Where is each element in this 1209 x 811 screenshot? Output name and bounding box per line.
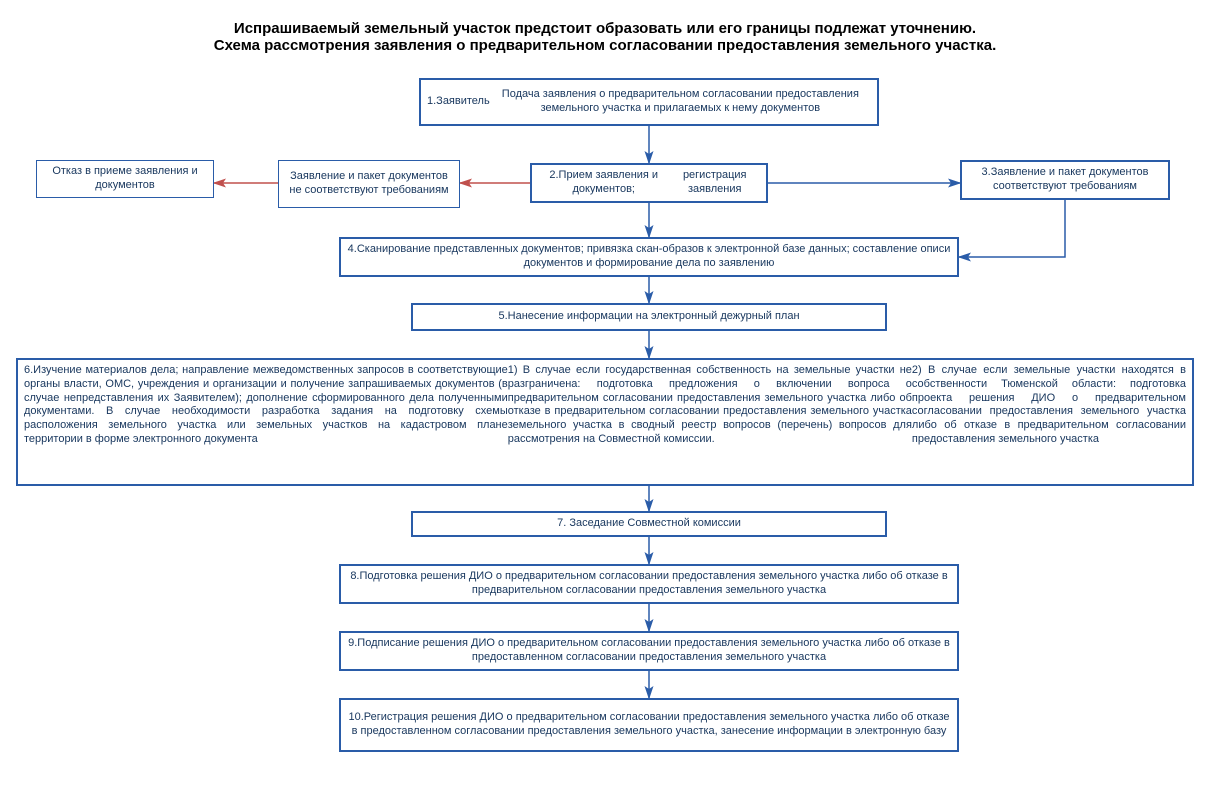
node-7-commission: 7. Заседание Совместной комиссии <box>411 511 887 537</box>
node-9-sign-decision: 9.Подписание решения ДИО о предварительн… <box>339 631 959 671</box>
node-8-prepare-decision: 8.Подготовка решения ДИО о предварительн… <box>339 564 959 604</box>
title-line2: Схема рассмотрения заявления о предварит… <box>214 37 997 54</box>
edge <box>959 200 1065 257</box>
flowchart-canvas: Испрашиваемый земельный участок предстои… <box>0 0 1209 811</box>
node-6-study: 6.Изучение материалов дела; направление … <box>16 358 1194 486</box>
node-refusal: Отказ в приеме заявления и документов <box>36 160 214 198</box>
node-10-register: 10.Регистрация решения ДИО о предварител… <box>339 698 959 752</box>
node-3-conforming: 3.Заявление и пакет документов соответст… <box>960 160 1170 200</box>
node-2-reception: 2.Прием заявления и документов;регистрац… <box>530 163 768 203</box>
node-1-applicant: 1.ЗаявительПодача заявления о предварите… <box>419 78 879 126</box>
node-5-plan: 5.Нанесение информации на электронный де… <box>411 303 887 331</box>
title-line1: Испрашиваемый земельный участок предстои… <box>234 20 976 37</box>
node-4-scanning: 4.Сканирование представленных документов… <box>339 237 959 277</box>
node-reject-docs: Заявление и пакет документов не соответс… <box>278 160 460 208</box>
page-title: Испрашиваемый земельный участок предстои… <box>160 20 1050 54</box>
